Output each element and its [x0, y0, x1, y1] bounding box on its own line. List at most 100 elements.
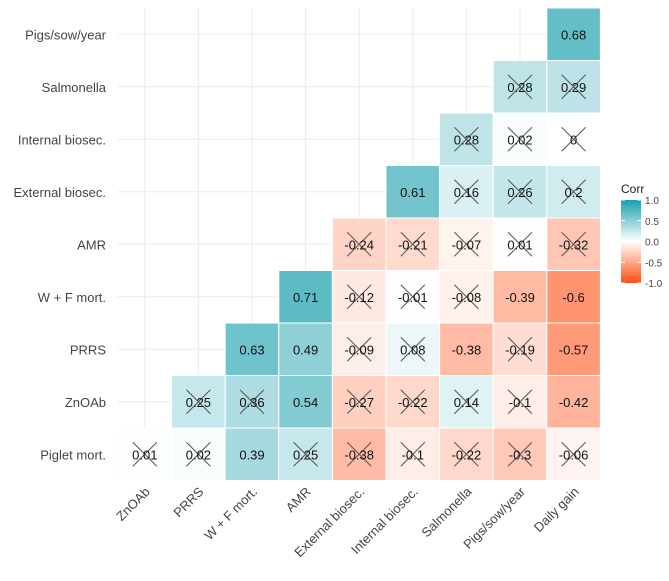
- heatmap-cell-tile: [492, 270, 548, 324]
- legend-colorbar: [621, 200, 641, 283]
- cross-mark: [561, 231, 586, 257]
- cross-mark: [239, 389, 265, 415]
- heatmap-cell-tile: [546, 270, 601, 324]
- cell-value-label: 0.63: [239, 342, 264, 357]
- cell-value-label: -0.32: [559, 237, 589, 252]
- heatmap-cell: 0.25: [278, 427, 333, 481]
- cell-value-label: -0.01: [398, 290, 428, 305]
- y-tick-label: Piglet mort.: [40, 447, 106, 462]
- cell-value-label: -0.07: [452, 237, 482, 252]
- cell-value-label: 0.68: [561, 27, 586, 42]
- cross-mark: [293, 441, 318, 467]
- cross-mark: [400, 441, 426, 467]
- heatmap-cell: 0.61: [385, 165, 441, 219]
- cross-mark: [507, 126, 533, 152]
- cell-value-label: 0.36: [239, 395, 264, 410]
- heatmap-cell: 0.71: [278, 270, 333, 324]
- cross-mark: [454, 441, 479, 467]
- x-tick-label: W + F mort.: [201, 484, 260, 543]
- cell-value-label: 0.01: [507, 237, 532, 252]
- y-tick-label: Pigs/sow/year: [25, 27, 107, 42]
- heatmap-cell: 0.14: [439, 375, 494, 429]
- cross-mark: [507, 74, 533, 100]
- cell-value-label: 0.02: [507, 132, 532, 147]
- legend-tick-label: -1.0: [645, 279, 663, 290]
- cell-value-label: 0.61: [400, 185, 425, 200]
- heatmap-cell: -0.42: [546, 375, 601, 429]
- heatmap-cell: 0.39: [224, 427, 280, 481]
- heatmap-cell: 0.01: [492, 217, 548, 271]
- cell-value-label: -0.1: [402, 447, 424, 462]
- heatmap-cell: -0.07: [439, 217, 494, 271]
- y-tick-label: PRRS: [70, 342, 106, 357]
- heatmap-cell: 0.16: [439, 165, 494, 219]
- heatmap-cell: 0.68: [546, 7, 601, 61]
- cell-value-label: 0.14: [454, 395, 479, 410]
- legend-tick-label: 0.0: [645, 238, 659, 249]
- cross-mark: [186, 441, 211, 467]
- x-tick-label: Daily gain: [531, 484, 582, 535]
- heatmap-cell: 0.02: [171, 427, 226, 481]
- cross-mark: [507, 441, 533, 467]
- cross-mark: [507, 179, 533, 205]
- cross-mark: [507, 336, 533, 362]
- cell-value-label: -0.57: [559, 342, 589, 357]
- cell-value-label: 0.49: [293, 342, 318, 357]
- cross-mark: [561, 179, 586, 205]
- heatmap-cell: 0.25: [171, 375, 226, 429]
- cell-value-label: 0.16: [454, 185, 479, 200]
- cell-value-label: 0.26: [507, 185, 532, 200]
- cell-value-label: -0.1: [509, 395, 531, 410]
- heatmap-cell: -0.08: [439, 270, 494, 324]
- cross-mark: [454, 126, 479, 152]
- y-tick-label: External biosec.: [14, 185, 107, 200]
- y-tick-label: ZnOAb: [65, 395, 106, 410]
- heatmap-cell: -0.24: [331, 217, 387, 271]
- heatmap-cell: -0.01: [385, 270, 441, 324]
- heatmap-cell: -0.32: [546, 217, 601, 271]
- legend-tick-label: -0.5: [645, 258, 663, 269]
- heatmap-cell-tile: [546, 7, 601, 61]
- heatmap-cell-tile: [546, 322, 601, 376]
- heatmap-cell: -0.39: [492, 270, 548, 324]
- cross-mark: [507, 389, 533, 415]
- heatmap-cell: 0.08: [385, 322, 441, 376]
- cell-value-label: 0.08: [400, 342, 425, 357]
- cell-value-label: 0: [570, 132, 577, 147]
- heatmap-cell: 0.02: [492, 112, 548, 166]
- y-axis-labels: Pigs/sow/year Salmonella Internal biosec. E…: [14, 27, 107, 462]
- cross-mark: [454, 284, 479, 310]
- legend-tick-label: 1.0: [645, 196, 659, 207]
- cell-value-label: -0.22: [452, 447, 482, 462]
- heatmap-cell: -0.12: [331, 270, 387, 324]
- cross-mark: [346, 336, 372, 362]
- cross-mark: [346, 284, 372, 310]
- heatmap-cell: -0.1: [492, 375, 548, 429]
- heatmap-cell: -0.27: [331, 375, 387, 429]
- heatmap-cell-tile: [439, 322, 494, 376]
- cross-mark: [454, 389, 479, 415]
- cell-value-label: -0.21: [398, 237, 428, 252]
- heatmap-cell: 0.28: [492, 60, 548, 114]
- cell-value-label: 0.28: [454, 132, 479, 147]
- cell-value-label: 0.54: [293, 395, 318, 410]
- heatmap-cell: 0: [546, 112, 601, 166]
- cell-value-label: -0.22: [398, 395, 428, 410]
- x-tick-label: Salmonella: [418, 483, 475, 540]
- cross-mark: [561, 441, 586, 467]
- cell-value-label: -0.3: [509, 447, 531, 462]
- cell-value-label: 0.25: [293, 447, 318, 462]
- legend-title: Corr: [621, 182, 644, 196]
- heatmap-cell: -0.22: [439, 427, 494, 481]
- cross-mark: [186, 389, 211, 415]
- cell-value-label: -0.6: [562, 290, 584, 305]
- cell-value-label: -0.42: [559, 395, 589, 410]
- heatmap-cell: 0.28: [439, 112, 494, 166]
- cross-mark: [400, 231, 426, 257]
- cell-value-label: 0.01: [132, 447, 157, 462]
- heatmap-cell: 0.36: [224, 375, 280, 429]
- heatmap-cell: 0.01: [117, 427, 173, 481]
- heatmap-cell: 0.29: [546, 60, 601, 114]
